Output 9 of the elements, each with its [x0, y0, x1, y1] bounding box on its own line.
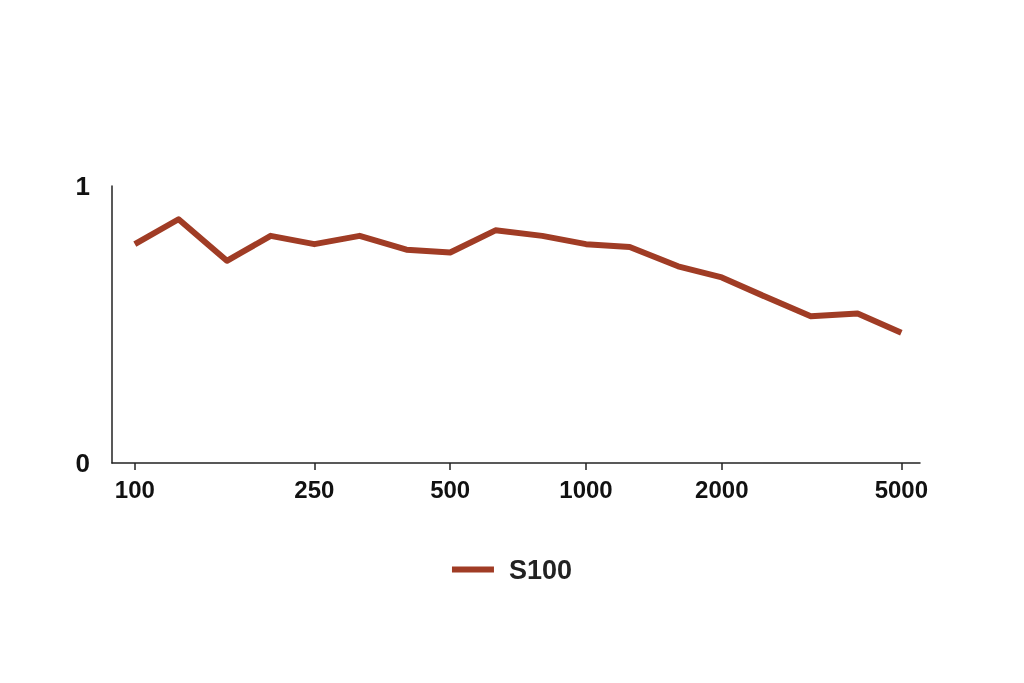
x-tick-label: 500	[430, 475, 471, 503]
x-tick-label: 1000	[559, 475, 613, 503]
legend-label: S100	[508, 554, 573, 585]
x-tick-label: 250	[294, 475, 335, 503]
y-tick-label: 1	[75, 171, 90, 201]
x-tick-label: 100	[114, 475, 155, 503]
y-tick-label: 0	[75, 448, 90, 478]
x-tick-label: 5000	[874, 475, 929, 503]
x-tick-label: 2000	[695, 475, 749, 503]
